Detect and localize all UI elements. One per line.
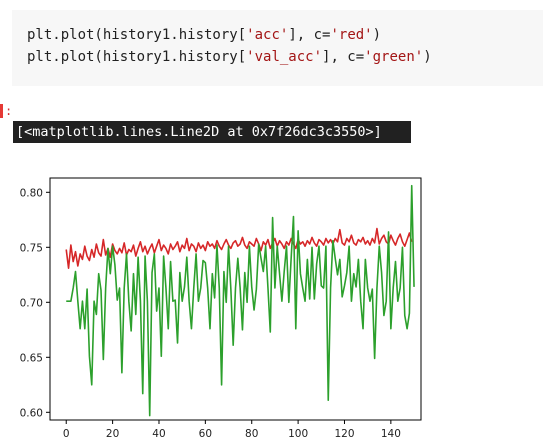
x-tick-label: 100: [288, 428, 308, 440]
x-tick-label: 120: [334, 428, 354, 440]
line-chart: 0 20 40 60 80 100 120 140 0.60 0.65 0.70 0.75 0.80: [20, 177, 422, 440]
y-tick-label: 0.80: [20, 187, 43, 199]
code-line-2: plt.plot(history1.history['val_acc'], c=…: [27, 49, 432, 65]
code-line-1: plt.plot(history1.history['acc'], c='red…: [27, 27, 382, 43]
output-text: [<matplotlib.lines.Line2D at 0x7f26dc3c3…: [13, 121, 411, 143]
y-tick-label: 0.65: [20, 352, 43, 364]
x-tick-label: 20: [106, 428, 119, 440]
cell-prompt-mark: :: [5, 104, 13, 118]
x-tick-label: 40: [152, 428, 165, 440]
y-tick-label: 0.70: [20, 297, 43, 309]
x-tick-label: 140: [381, 428, 401, 440]
x-tick-label: 60: [199, 428, 212, 440]
series-line-val-acc: [66, 184, 415, 417]
y-tick-label: 0.60: [20, 407, 43, 419]
x-tick-label: 0: [63, 428, 70, 440]
plot-frame: [49, 177, 422, 421]
code-cell[interactable]: plt.plot(history1.history['acc'], c='red…: [12, 10, 543, 86]
y-tick-label: 0.75: [20, 242, 43, 254]
x-tick-label: 80: [245, 428, 258, 440]
cell-prompt-bar: [0, 104, 3, 118]
series-line-acc: [65, 227, 413, 269]
